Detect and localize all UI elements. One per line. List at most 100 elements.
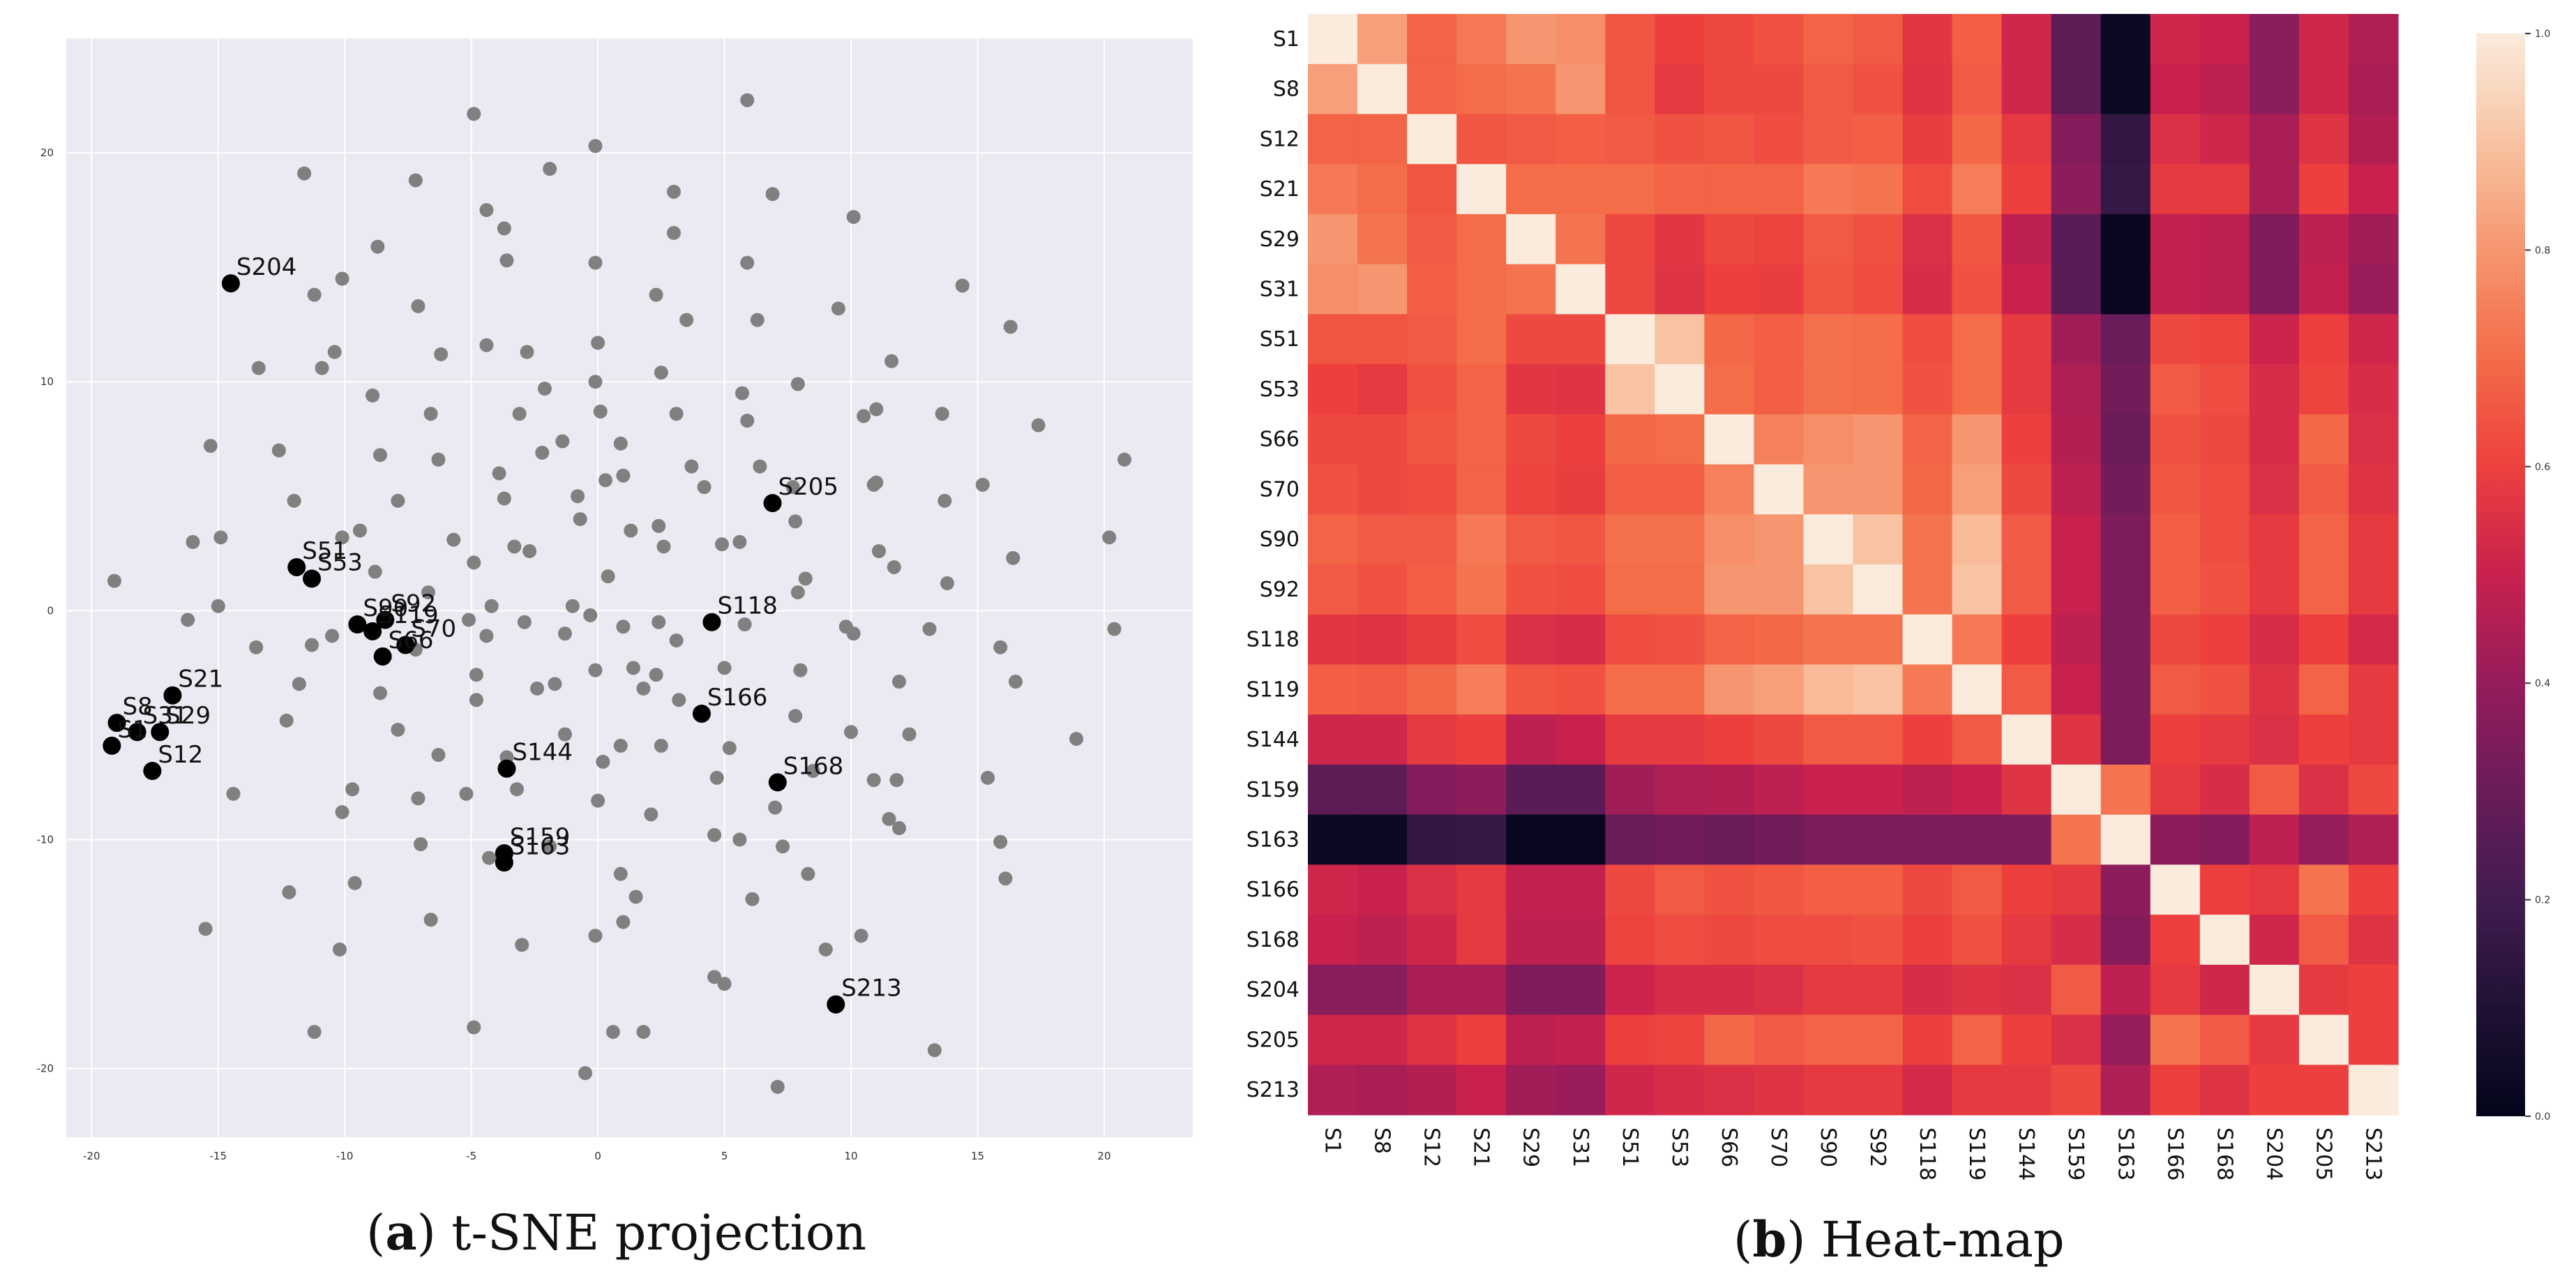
- sample-point: [467, 1020, 481, 1035]
- heatmap-cell-s168-s1: [1308, 915, 1358, 966]
- heatmap-cell-s168-s8: [1357, 915, 1408, 966]
- sample-point: [790, 585, 805, 600]
- heatmap-cell-s53-s163: [2100, 364, 2151, 415]
- heatmap-cell-s204-s118: [1902, 964, 1953, 1016]
- caption-b-text: Heat-map: [1805, 1211, 2065, 1268]
- heatmap-cell-s1-s21: [1456, 14, 1507, 65]
- highlighted-point-s12: [143, 762, 162, 780]
- sample-point: [467, 555, 481, 570]
- point-label-s166: S166: [707, 684, 767, 712]
- sample-point: [866, 773, 881, 788]
- sample-point: [654, 366, 668, 380]
- sample-point: [846, 627, 861, 641]
- heatmap-cell-s118-s53: [1655, 614, 1705, 666]
- heatmap-cell-s1-s213: [2348, 14, 2399, 65]
- heatmap-cell-s70-s90: [1803, 464, 1854, 515]
- heatmap-cell-s53-s166: [2150, 364, 2201, 415]
- heatmap-cell-s118-s1: [1308, 614, 1358, 666]
- heatmap-cell-s1-s66: [1704, 14, 1755, 65]
- sample-point: [605, 1025, 620, 1040]
- heatmap-cell-s12-s90: [1803, 114, 1854, 165]
- heatmap-cell-s159-s66: [1704, 764, 1755, 816]
- heatmap-cell-s144-s1: [1308, 714, 1358, 765]
- heatmap-cell-s163-s21: [1456, 814, 1507, 865]
- heatmap-cell-s163-s163: [2100, 814, 2151, 865]
- sample-point: [1117, 452, 1132, 467]
- heatmap-cell-s21-s66: [1704, 164, 1755, 215]
- heatmap-cell-s12-s118: [1902, 114, 1953, 165]
- y-tick-label: 20: [40, 147, 54, 159]
- sample-point: [325, 629, 340, 643]
- heatmap-cell-s205-s70: [1754, 1014, 1805, 1065]
- sample-point: [107, 573, 121, 588]
- colorbar-tick-label: 1.0: [2535, 29, 2550, 40]
- sample-point: [492, 466, 506, 481]
- sample-point: [854, 929, 868, 943]
- sample-point: [373, 686, 388, 700]
- heatmap-cell-s144-s66: [1704, 714, 1755, 765]
- heatmap-cell-s213-s51: [1605, 1065, 1655, 1116]
- heatmap-cell-s66-s53: [1655, 414, 1705, 465]
- heatmap-cell-s92-s51: [1605, 564, 1655, 615]
- row-label-s29: S29: [1260, 227, 1300, 252]
- heatmap-cell-s90-s92: [1853, 514, 1904, 565]
- heatmap-cell-s118-s159: [2051, 614, 2102, 666]
- heatmap-cell-s213-s1: [1308, 1065, 1358, 1116]
- heatmap-cell-s213-s90: [1803, 1065, 1854, 1116]
- heatmap-cell-s51-s204: [2249, 314, 2300, 365]
- heatmap-cell-s204-s159: [2051, 964, 2102, 1016]
- heatmap-cell-s168-s118: [1902, 915, 1953, 966]
- sample-point: [669, 633, 684, 647]
- sample-point: [431, 452, 446, 467]
- heatmap-cell-s66-s118: [1902, 414, 1953, 465]
- sample-point: [636, 1025, 651, 1040]
- sample-point: [520, 345, 534, 359]
- sample-point: [479, 203, 494, 218]
- row-label-s31: S31: [1260, 278, 1300, 302]
- heatmap-cell-s213-s31: [1556, 1065, 1606, 1116]
- heatmap-cell-s51-s119: [1952, 314, 2003, 365]
- heatmap-cell-s29-s92: [1853, 213, 1904, 265]
- heatmap-cell-s70-s166: [2150, 464, 2201, 515]
- heatmap-cell-s70-s70: [1754, 464, 1805, 515]
- heatmap-cell-s31-s21: [1456, 264, 1507, 315]
- heatmap-cell-s51-s31: [1556, 314, 1606, 365]
- sample-point: [651, 615, 666, 629]
- sample-point: [555, 434, 570, 449]
- heatmap-cell-s159-s213: [2348, 764, 2399, 816]
- heatmap-cell-s159-s166: [2150, 764, 2201, 816]
- heatmap-cell-s12-s144: [2001, 114, 2052, 165]
- heatmap-cell-s118-s70: [1754, 614, 1805, 666]
- sample-point: [1006, 550, 1020, 565]
- point-label-s53: S53: [317, 548, 363, 576]
- heatmap-cell-s90-s166: [2150, 514, 2201, 565]
- heatmap-cell-s159-s70: [1754, 764, 1805, 816]
- heatmap-cell-s213-s163: [2100, 1065, 2151, 1116]
- heatmap-cell-s163-s144: [2001, 814, 2052, 865]
- sample-point: [497, 491, 511, 506]
- sample-point: [1003, 320, 1018, 334]
- sample-point: [335, 805, 349, 820]
- point-label-s51: S51: [302, 537, 347, 565]
- heatmap-cell-s90-s168: [2199, 514, 2250, 565]
- sample-point: [373, 448, 388, 463]
- heatmap-cell-s213-s204: [2249, 1065, 2300, 1116]
- sample-point: [613, 436, 628, 451]
- heatmap-cell-s213-s159: [2051, 1065, 2102, 1116]
- heatmap-cell-s118-s8: [1357, 614, 1408, 666]
- heatmap-cell-s31-s144: [2001, 264, 2052, 315]
- heatmap-cell-s8-s12: [1407, 63, 1457, 115]
- sample-point: [530, 681, 545, 696]
- heatmap-cell-s205-s90: [1803, 1014, 1854, 1065]
- heatmap-cell-s90-s70: [1754, 514, 1805, 565]
- heatmap-cell-s53-s118: [1902, 364, 1953, 415]
- sample-point: [998, 871, 1013, 886]
- heatmap-cell-s51-s118: [1902, 314, 1953, 365]
- sample-point: [831, 301, 845, 316]
- sample-point: [591, 336, 605, 350]
- heatmap-cell-s205-s204: [2249, 1014, 2300, 1065]
- row-label-s168: S168: [1246, 928, 1300, 952]
- sample-point: [922, 622, 937, 636]
- heatmap-cell-s1-s166: [2150, 14, 2201, 65]
- heatmap-cell-s21-s92: [1853, 164, 1904, 215]
